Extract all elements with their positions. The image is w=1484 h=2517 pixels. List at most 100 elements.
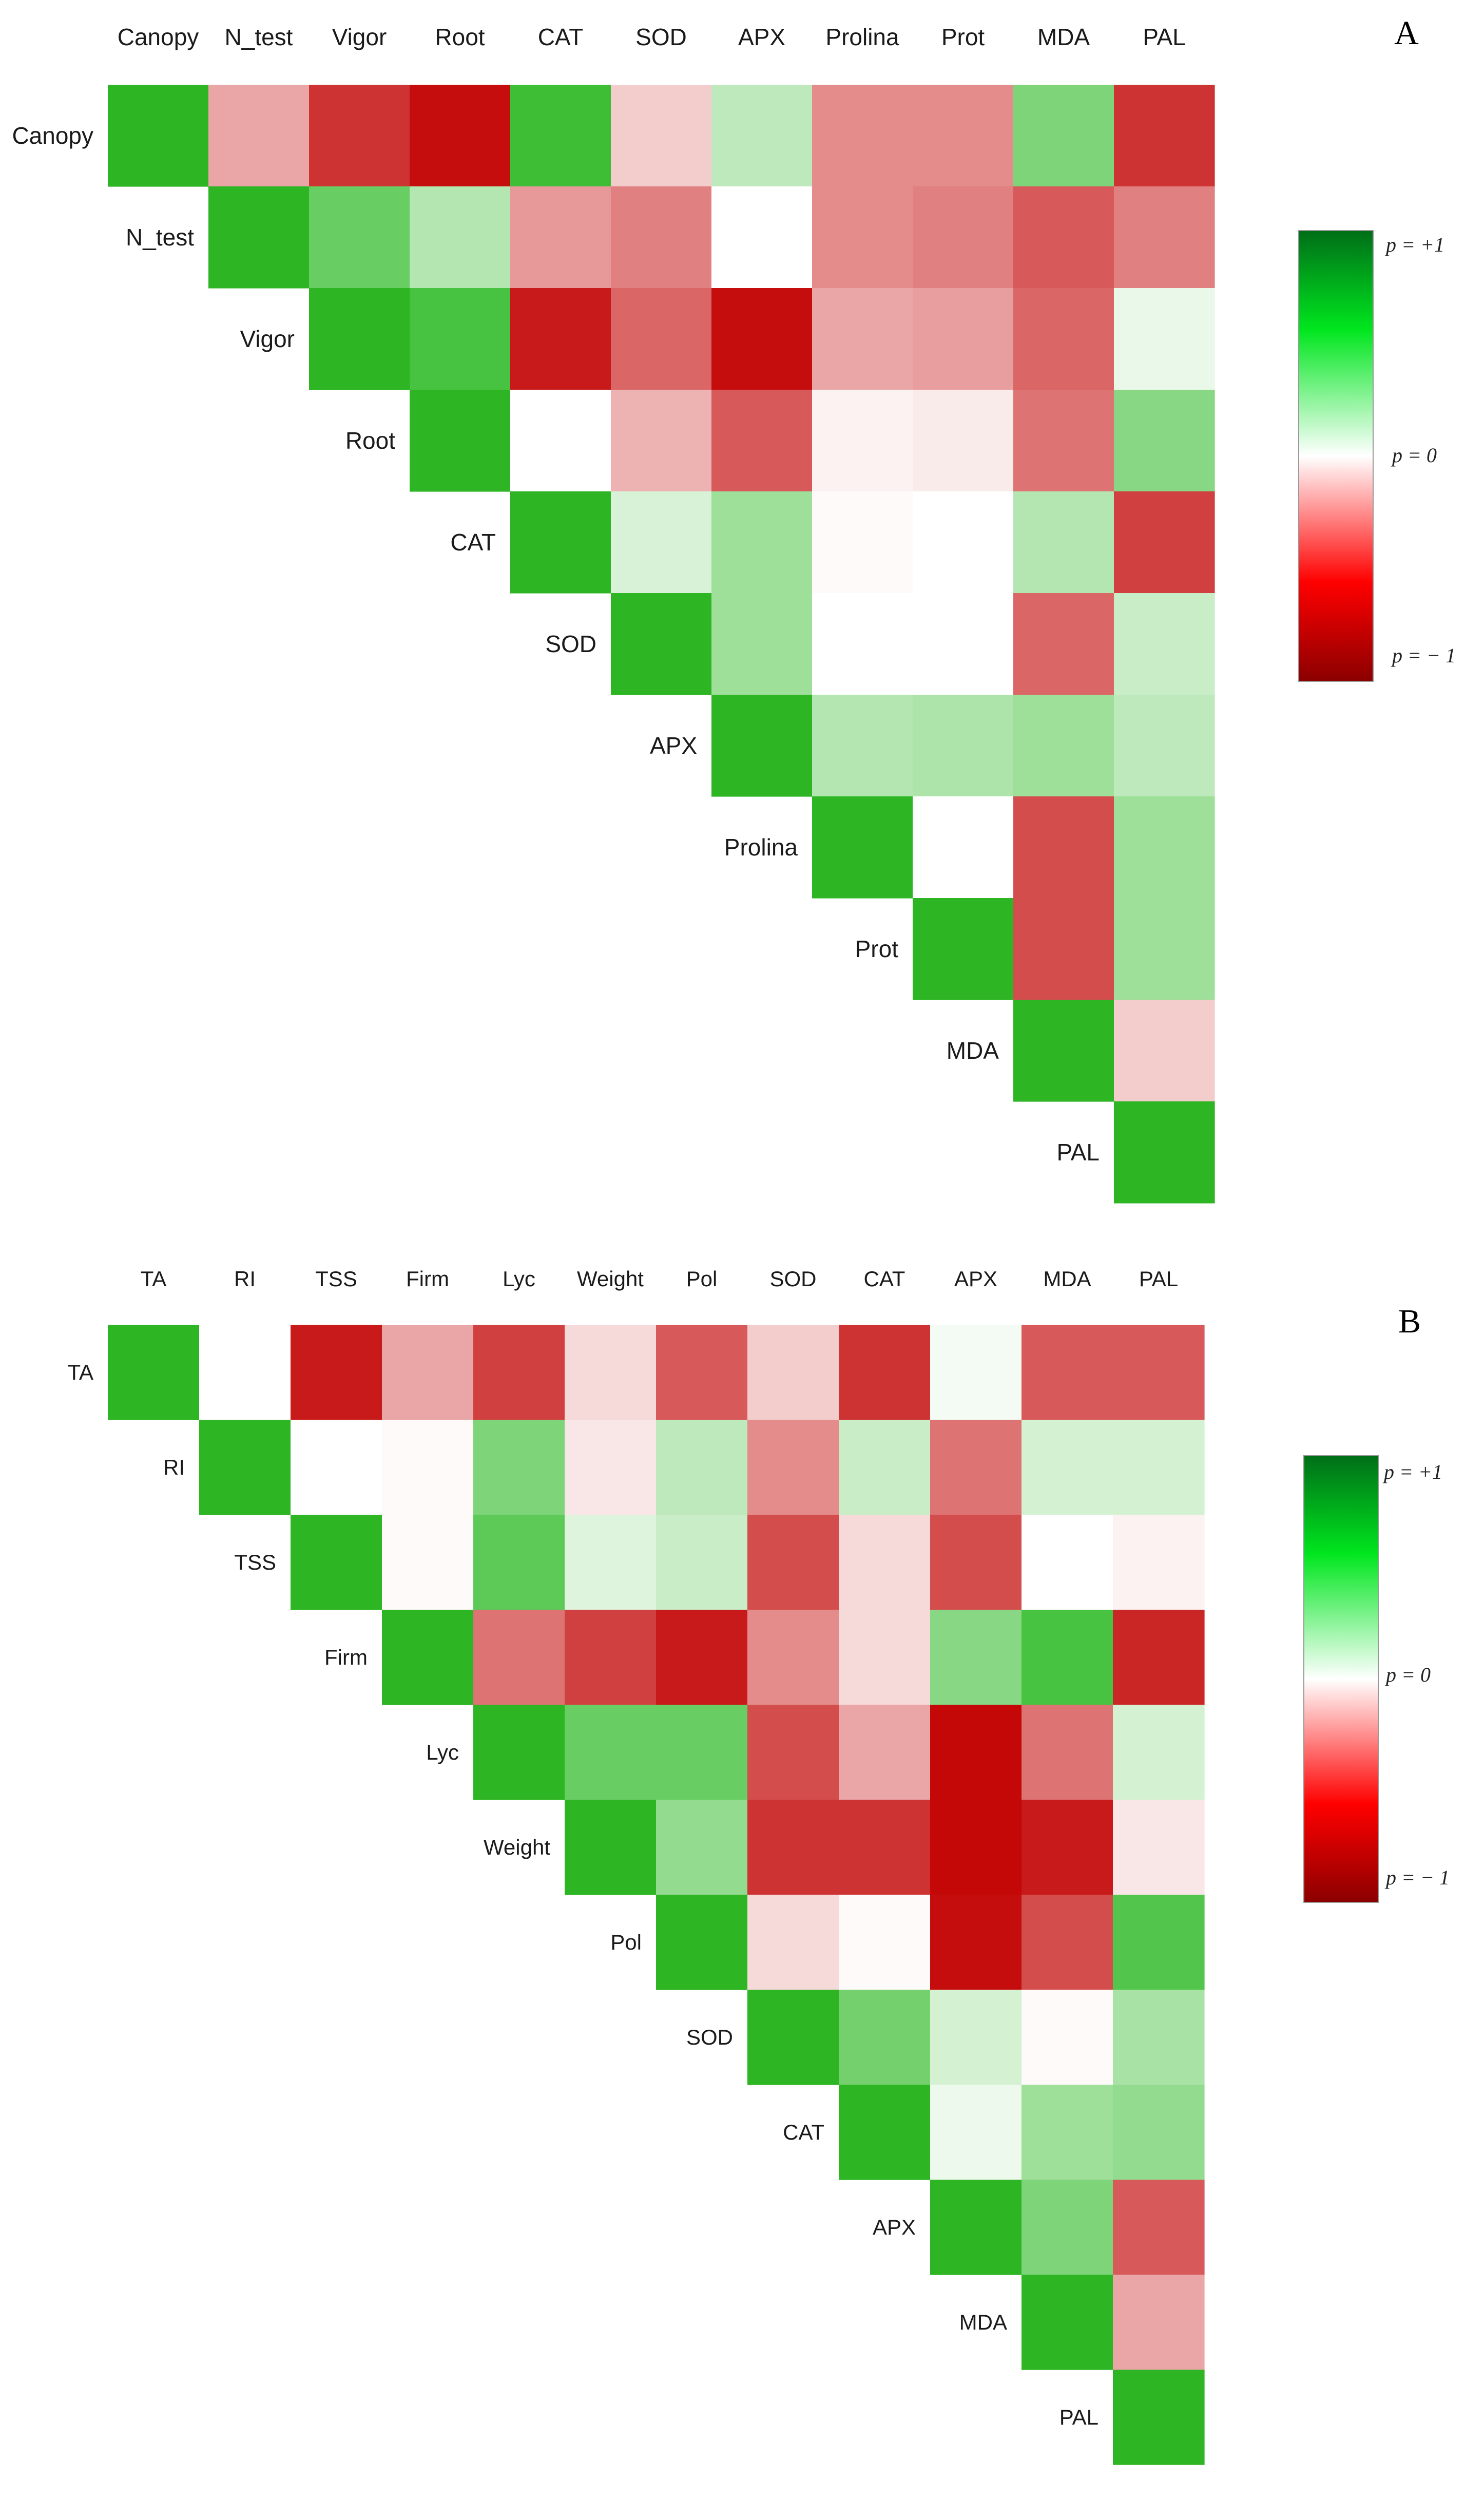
panel-a-cell: [711, 593, 813, 695]
panel-b-cell: [747, 1800, 839, 1895]
panel-a-cell: [1013, 1000, 1114, 1102]
panel-a-cell: [1013, 898, 1114, 1000]
panel-a-cell: [812, 593, 913, 695]
panel-b-cell: [839, 1990, 931, 2085]
panel-a-row-label: SOD: [545, 631, 596, 657]
panel-b-cell: [747, 1325, 839, 1420]
panel-a-row-label: Vigor: [240, 326, 295, 352]
panel-a-cell: [1114, 593, 1215, 695]
panel-b-cell: [656, 1420, 748, 1515]
panel-b-cell: [382, 1325, 474, 1420]
panel-a-row-label: Prolina: [724, 834, 798, 861]
panel-b-cell: [565, 1325, 657, 1420]
panel-b-legend-max: p = +1: [1382, 1460, 1442, 1483]
panel-a-cell: [1013, 695, 1114, 797]
panel-a-cell: [1114, 491, 1215, 594]
panel-a-cell: [208, 186, 310, 289]
panel-b-cell: [839, 1420, 931, 1515]
panel-b-col-label: Pol: [686, 1267, 718, 1291]
panel-a-row-label: Root: [345, 427, 395, 454]
panel-b-cell: [291, 1420, 382, 1515]
panel-a-cell: [1013, 390, 1114, 492]
panel-a-row-label: CAT: [450, 529, 496, 556]
panel-a-col-label: SOD: [635, 24, 687, 50]
panel-a-colorbar-gradient: [1298, 230, 1374, 682]
panel-b-cell: [747, 1705, 839, 1800]
panel-b-cell: [1113, 1990, 1205, 2085]
panel-b-col-label: Lyc: [503, 1267, 535, 1291]
panel-a-cell: [711, 491, 813, 594]
panel-b-cell: [930, 1420, 1022, 1515]
panel-a-cell: [611, 593, 712, 695]
panel-b-cell: [473, 1420, 565, 1515]
panel-a-cell: [611, 288, 712, 390]
panel-b-cell: [656, 1610, 748, 1705]
panel-a-cell: [611, 85, 712, 187]
panel-a-row-label: PAL: [1056, 1139, 1100, 1166]
panel-b-cell: [656, 1895, 748, 1990]
panel-a-cell: [711, 288, 813, 390]
panel-a-cell: [711, 695, 813, 797]
panel-b-row-label: TA: [67, 1360, 93, 1384]
panel-b-col-label: MDA: [1043, 1267, 1091, 1291]
panel-a-cell: [1114, 695, 1215, 797]
panel-b-cell: [930, 1705, 1022, 1800]
panel-b-row-labels: TA RI TSS Firm Lyc Weight Pol SOD CAT APX MDA PAL: [67, 1360, 1098, 2429]
panel-a-cell: [611, 390, 712, 492]
panel-a-cell: [410, 186, 511, 289]
panel-b-cell: [656, 1325, 748, 1420]
panel-a-cell: [812, 85, 913, 187]
panel-a-cell: [611, 186, 712, 289]
panel-b-cell: [565, 1705, 657, 1800]
panel-a-row-label: N_test: [126, 224, 194, 251]
panel-a-cell: [913, 288, 1014, 390]
panel-a-cell: [410, 390, 511, 492]
panel-b-cell: [656, 1705, 748, 1800]
panel-b-cell: [1113, 2180, 1205, 2275]
panel-b-col-label: RI: [234, 1267, 256, 1291]
panel-a-row-labels: Canopy N_test Vigor Root CAT SOD APX Prolina Pro…: [12, 122, 1100, 1166]
panel-b-cell: [1113, 2275, 1205, 2370]
panel-b-cell: [1113, 1610, 1205, 1705]
panel-b-colorbar-gradient: [1303, 1455, 1379, 1903]
panel-a-cell: [1114, 796, 1215, 899]
panel-b-row-label: Pol: [610, 1930, 642, 1954]
panel-a-cell: [108, 85, 209, 187]
panel-a-cell: [812, 186, 913, 289]
panel-b-cell: [930, 1515, 1022, 1610]
panel-a-cell: [1013, 796, 1114, 899]
panel-a-cell: [1114, 288, 1215, 390]
panel-a-cell: [510, 390, 611, 492]
panel-b-cell: [1113, 2370, 1205, 2465]
panel-b-cell: [930, 1610, 1022, 1705]
panel-b-cell: [382, 1420, 474, 1515]
panel-b-cell: [1113, 2085, 1205, 2180]
panel-b-row-label: Firm: [324, 1645, 368, 1669]
panel-b-cell: [839, 2085, 931, 2180]
heatmap-panel-a: Canopy N_test Vigor Root CAT SOD APX Prolina Pro…: [12, 14, 1456, 1204]
panel-b-cell: [473, 1705, 565, 1800]
panel-b-colorbar: p = +1 p = 0 p = − 1: [1303, 1455, 1450, 1903]
panel-b-cell: [1022, 1515, 1113, 1610]
panel-a-cell: [1013, 593, 1114, 695]
panel-a-col-label: N_test: [225, 24, 293, 50]
panel-b-cell: [1113, 1800, 1205, 1895]
panel-b-cell: [839, 1705, 931, 1800]
panel-b-row-label: TSS: [234, 1550, 276, 1574]
panel-b-cell: [291, 1515, 382, 1610]
panel-b-label: B: [1398, 1303, 1421, 1340]
panel-b-col-label: Weight: [577, 1267, 644, 1291]
panel-b-cell: [382, 1515, 474, 1610]
panel-b-cell: [1022, 1325, 1113, 1420]
panel-b-cell: [930, 1990, 1022, 2085]
panel-b-col-label: Firm: [406, 1267, 449, 1291]
panel-b-col-label: TSS: [315, 1267, 357, 1291]
panel-a-cell: [711, 85, 813, 187]
panel-b-cell: [1113, 1515, 1205, 1610]
panel-b-top-labels: TA RI TSS Firm Lyc Weight Pol SOD CAT APX MDA PAL: [141, 1267, 1178, 1291]
panel-a-cell: [1013, 85, 1114, 187]
panel-b-cell: [473, 1610, 565, 1705]
panel-a-cell: [1114, 85, 1215, 187]
panel-a-cell: [913, 695, 1014, 797]
